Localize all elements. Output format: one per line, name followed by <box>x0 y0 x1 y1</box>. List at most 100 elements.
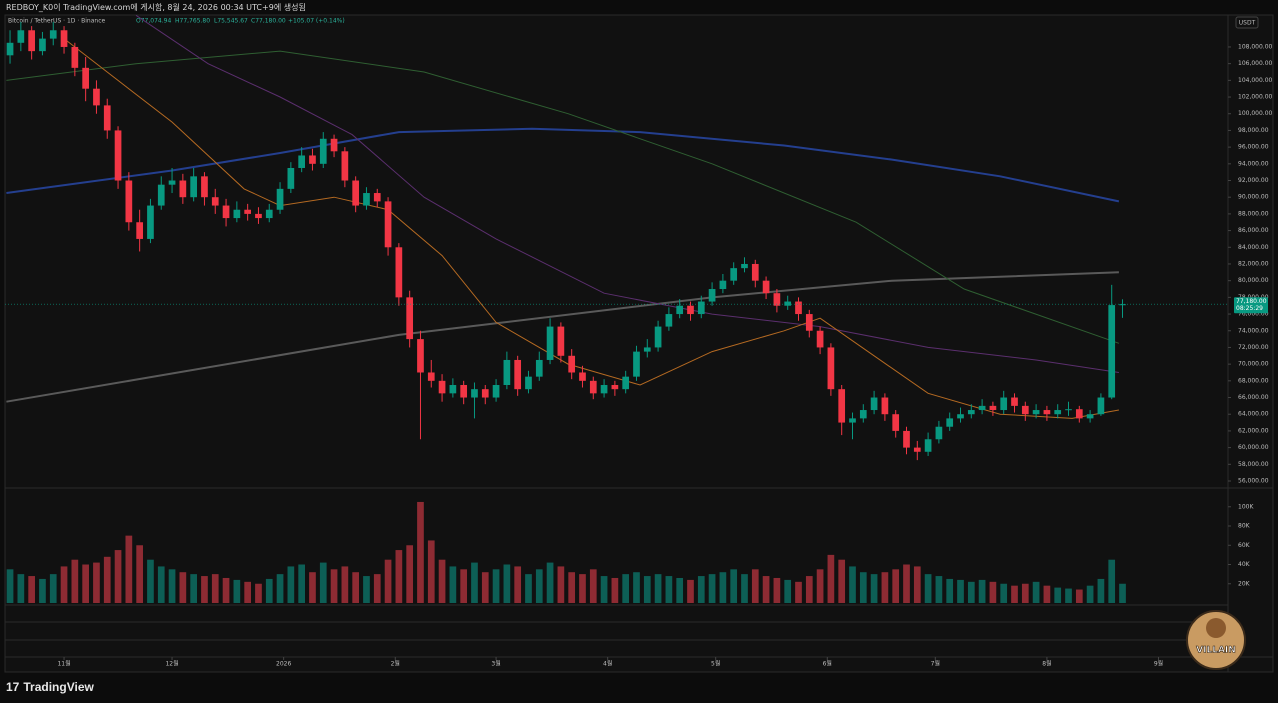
y-tick-label: 68,000.00 <box>1238 377 1269 384</box>
volume-bar <box>1011 585 1018 603</box>
volume-bar <box>838 559 846 603</box>
candle-body <box>1043 410 1051 415</box>
volume-tick-label: 20K <box>1238 580 1251 587</box>
volume-bar <box>946 578 954 603</box>
x-tick-label: 11월 <box>57 660 70 668</box>
candle-body <box>967 410 975 415</box>
moving-average <box>63 38 1119 419</box>
price-tag <box>1234 297 1268 314</box>
volume-bar <box>579 574 586 603</box>
volume-bar <box>849 566 856 603</box>
volume-bar <box>136 545 143 603</box>
y-tick-label: 80,000.00 <box>1238 277 1269 284</box>
volume-bar <box>298 564 306 603</box>
y-tick-label: 96,000.00 <box>1238 144 1269 151</box>
y-tick-label: 98,000.00 <box>1238 127 1269 134</box>
volume-bar <box>924 574 932 603</box>
candle-body <box>665 314 673 327</box>
candle-body <box>525 376 532 390</box>
x-tick-label: 2월 <box>391 660 400 668</box>
volume-bar <box>665 576 673 603</box>
badge: VILLAIN <box>1186 610 1246 670</box>
volume-bar <box>82 564 89 603</box>
symbol: Bitcoin / TetherUS · 1D · Binance <box>8 18 106 25</box>
candle-body <box>741 263 748 269</box>
x-tick-label: 9월 <box>1154 660 1163 668</box>
candle-body <box>93 88 100 106</box>
candle-body <box>276 188 284 210</box>
volume-bar <box>201 576 208 603</box>
volume-bar <box>103 556 111 603</box>
volume-bar <box>471 562 478 603</box>
y-tick-label: 90,000.00 <box>1238 194 1269 201</box>
volume-bar <box>913 566 921 603</box>
candle-body <box>816 330 824 348</box>
volume-bar <box>935 576 943 603</box>
legend-close: C77,180.00 <box>251 18 286 25</box>
volume-bar <box>708 574 716 603</box>
candle-body <box>676 305 684 315</box>
volume-bar <box>730 569 738 603</box>
x-tick-label: 5월 <box>711 660 720 668</box>
candle-body <box>492 385 500 398</box>
candle-body <box>190 176 198 198</box>
currency[interactable]: USDT <box>1239 20 1256 27</box>
candle-body <box>892 414 900 431</box>
candle-body <box>957 414 964 419</box>
y-tick-label: 102,000.00 <box>1238 94 1273 101</box>
candle-body <box>103 105 111 131</box>
volume-bar <box>481 572 489 603</box>
volume-bar <box>449 566 457 603</box>
volume-bar <box>643 576 651 603</box>
moving-average <box>6 50 1120 344</box>
candle-body <box>179 180 187 198</box>
candle-body <box>481 389 489 398</box>
y-tick-label: 58,000.00 <box>1238 461 1269 468</box>
volume-bar <box>827 554 835 603</box>
volume-bar <box>600 576 608 603</box>
volume-bar <box>114 550 122 603</box>
volume-bar <box>147 559 154 603</box>
volume-bar <box>967 581 975 603</box>
candle-body <box>319 138 327 164</box>
volume-bar <box>60 566 68 603</box>
volume-bar <box>6 569 14 603</box>
candle-body <box>395 247 403 298</box>
y-tick-label: 72,000.00 <box>1238 344 1269 351</box>
footer: 17 TradingView <box>6 680 94 694</box>
candle-body <box>611 385 619 390</box>
y-tick-label: 64,000.00 <box>1238 411 1269 418</box>
candle-body <box>157 184 165 206</box>
volume-bar <box>309 572 316 603</box>
y-tick-label: 84,000.00 <box>1238 244 1269 251</box>
candle-body <box>503 359 511 386</box>
volume-bar <box>17 574 25 603</box>
moving-average <box>6 127 1120 203</box>
volume-bar <box>989 581 997 603</box>
volume-bar <box>190 574 198 603</box>
candle-body <box>589 380 597 394</box>
candle-body <box>989 405 997 411</box>
candle-body <box>136 222 143 239</box>
badge-text: VILLAIN <box>1196 646 1236 656</box>
volume-bar <box>1021 583 1029 603</box>
candle-body <box>1097 397 1105 415</box>
legend-high: H77,765.80 <box>175 18 210 25</box>
candle-body <box>1108 305 1116 398</box>
volume-bar <box>93 562 100 603</box>
badge-circle <box>1186 610 1246 670</box>
candle-body <box>719 280 727 290</box>
volume-bar <box>1054 587 1062 603</box>
candle-body <box>600 385 608 394</box>
volume-bar <box>417 501 424 603</box>
y-tick-label: 56,000.00 <box>1238 477 1269 484</box>
candle-body <box>222 205 230 219</box>
candle-body <box>71 46 79 68</box>
x-tick-label: 7월 <box>931 660 940 668</box>
currency-box[interactable] <box>1235 16 1259 29</box>
candle-body <box>622 376 630 390</box>
volume-bar <box>157 566 165 603</box>
volume-bar <box>784 579 792 603</box>
candle-body <box>49 30 57 39</box>
volume-bar <box>71 559 79 603</box>
